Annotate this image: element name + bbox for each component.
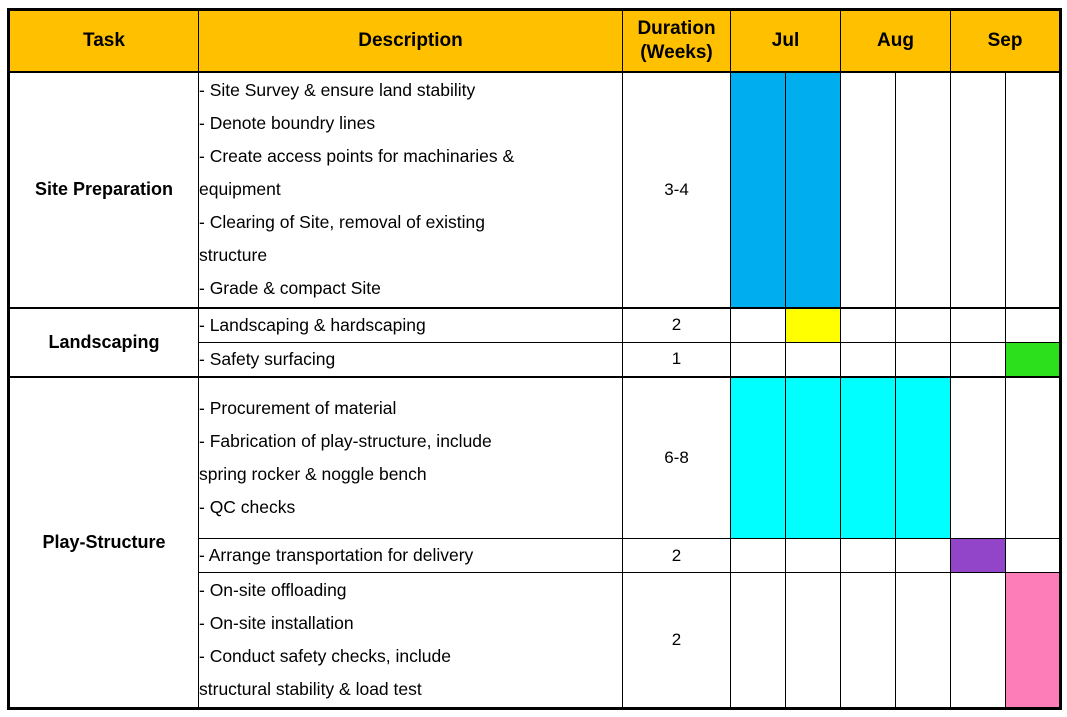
gantt-week-cell [784, 341, 842, 377]
gantt-week-cell [1005, 306, 1062, 343]
gantt-bar-cell [950, 538, 1007, 573]
gantt-week-cell [840, 70, 897, 308]
description-cell: - Landscaping & hardscaping [198, 306, 623, 343]
gantt-bar-cell [895, 375, 952, 539]
gantt-week-cell [1005, 375, 1062, 539]
gantt-bar-cell [784, 306, 842, 343]
gantt-week-cell [950, 375, 1007, 539]
gantt-bar-cell [784, 375, 842, 539]
gantt-week-cell [950, 341, 1007, 377]
gantt-bar-cell [730, 70, 786, 308]
header-description: Description [198, 9, 623, 72]
duration-cell: 2 [622, 538, 731, 573]
header-month-sep: Sep [950, 9, 1062, 72]
row-landscaping-hardscaping: Landscaping - Landscaping & hardscaping … [8, 306, 1062, 377]
duration-cell: 6-8 [622, 375, 731, 539]
row-site-preparation: Site Preparation - Site Survey & ensure … [8, 70, 1062, 308]
gantt-week-cell [730, 572, 786, 709]
table-header-row: Task Description Duration (Weeks) Jul Au… [8, 9, 1062, 72]
row-fabrication: Play-Structure - Procurement of material… [8, 375, 1062, 709]
gantt-week-cell [895, 572, 952, 709]
description-cell: - Procurement of material - Fabrication … [198, 375, 623, 539]
duration-cell: 1 [622, 341, 731, 377]
description-cell: - On-site offloading - On-site installat… [198, 572, 623, 709]
header-task: Task [8, 9, 199, 72]
duration-cell: 3-4 [622, 70, 731, 308]
gantt-week-cell [840, 538, 897, 573]
gantt-week-cell [784, 572, 842, 709]
gantt-week-cell [1005, 538, 1062, 573]
gantt-week-cell [895, 538, 952, 573]
gantt-week-cell [840, 572, 897, 709]
description-cell: - Arrange transportation for delivery [198, 538, 623, 573]
task-cell-site-preparation: Site Preparation [8, 70, 199, 308]
duration-cell: 2 [622, 306, 731, 343]
gantt-week-cell [950, 70, 1007, 308]
gantt-week-cell [784, 538, 842, 573]
header-month-aug: Aug [840, 9, 952, 72]
gantt-week-cell [730, 341, 786, 377]
task-cell-landscaping: Landscaping [8, 306, 199, 377]
gantt-schedule-table: Task Description Duration (Weeks) Jul Au… [7, 8, 1063, 710]
row-safety-surfacing: - Safety surfacing 1 [9, 341, 1062, 377]
description-cell: - Safety surfacing [198, 341, 623, 377]
gantt-bar-cell [1005, 572, 1062, 709]
gantt-bar-cell [784, 70, 842, 308]
gantt-week-cell [730, 306, 786, 343]
gantt-week-cell [840, 306, 897, 343]
row-transportation: - Arrange transportation for delivery 2 [9, 538, 1062, 573]
gantt-week-cell [840, 341, 897, 377]
gantt-week-cell [895, 70, 952, 308]
header-month-jul: Jul [729, 9, 842, 72]
gantt-week-cell [895, 306, 952, 343]
gantt-week-cell [950, 572, 1007, 709]
gantt-week-cell [730, 538, 786, 573]
gantt-bar-cell [730, 375, 786, 539]
gantt-week-cell [895, 341, 952, 377]
duration-cell: 2 [622, 572, 731, 709]
header-duration: Duration (Weeks) [622, 9, 731, 72]
gantt-week-cell [950, 306, 1007, 343]
gantt-week-cell [1005, 70, 1062, 308]
description-cell: - Site Survey & ensure land stability - … [198, 70, 623, 308]
gantt-bar-cell [1005, 341, 1062, 377]
task-cell-play-structure: Play-Structure [8, 375, 199, 709]
gantt-bar-cell [840, 375, 897, 539]
row-installation: - On-site offloading - On-site installat… [9, 572, 1062, 709]
